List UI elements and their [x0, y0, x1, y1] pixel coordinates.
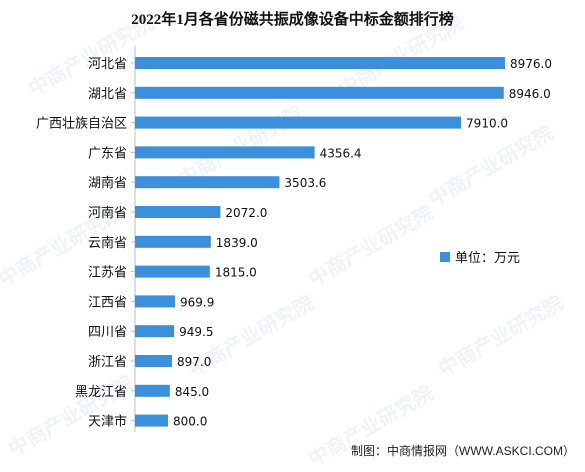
category-label: 四川省 — [88, 325, 127, 340]
chart-title: 2022年1月各省份磁共振成像设备中标金额排行榜 — [131, 12, 454, 28]
value-label: 897.0 — [177, 355, 211, 369]
value-label: 4356.4 — [320, 146, 362, 160]
value-label: 1839.0 — [216, 236, 258, 250]
category-label: 黑龙江省 — [75, 385, 127, 400]
category-label: 广东省 — [88, 146, 127, 161]
category-label: 河南省 — [88, 205, 127, 221]
legend-swatch — [440, 252, 450, 262]
legend-label: 单位：万元 — [455, 251, 520, 266]
bar — [135, 146, 315, 159]
source-note: 制图：中商情报网（WWW.ASKCI.COM） — [351, 444, 575, 458]
bar — [135, 235, 211, 248]
category-label: 浙江省 — [88, 355, 127, 370]
value-label: 8946.0 — [509, 87, 551, 101]
category-label: 天津市 — [88, 414, 127, 430]
bar — [135, 86, 504, 99]
value-label: 949.5 — [179, 325, 213, 339]
value-label: 800.0 — [173, 415, 207, 429]
bar — [135, 384, 170, 397]
value-label: 7910.0 — [466, 117, 508, 131]
value-label: 969.9 — [180, 295, 214, 309]
value-label: 3503.6 — [284, 176, 326, 190]
bar — [135, 57, 505, 69]
value-label: 8976.0 — [510, 57, 552, 71]
value-label: 2072.0 — [225, 206, 267, 220]
bar — [135, 325, 175, 338]
category-label: 湖北省 — [88, 87, 127, 102]
category-label: 江苏省 — [88, 265, 127, 281]
category-label: 云南省 — [88, 235, 127, 251]
bar — [135, 206, 221, 218]
category-label: 广西壮族自治区 — [36, 116, 127, 132]
bar — [135, 414, 168, 427]
bar — [135, 116, 462, 129]
bar — [135, 176, 280, 189]
value-label: 845.0 — [175, 385, 209, 399]
bar — [135, 295, 175, 308]
category-label: 河北省 — [88, 57, 127, 72]
category-label: 湖南省 — [88, 175, 127, 191]
bar — [135, 355, 172, 367]
bar — [135, 265, 210, 278]
category-label: 江西省 — [88, 295, 127, 310]
legend: 单位：万元 — [440, 251, 520, 266]
value-label: 1815.0 — [215, 266, 257, 280]
